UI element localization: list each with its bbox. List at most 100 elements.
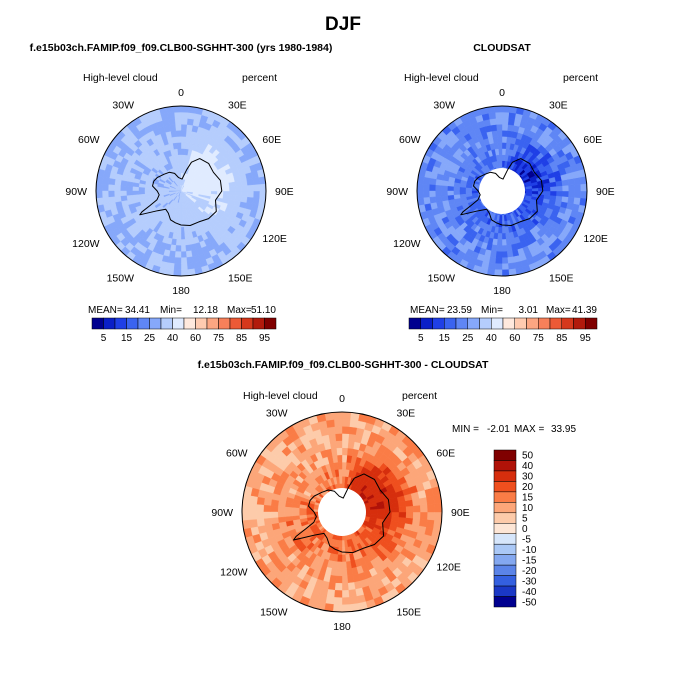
field-cell xyxy=(173,269,182,276)
colorbar-swatch xyxy=(491,317,504,330)
colorbar-swatch xyxy=(444,317,457,330)
colorbar-swatch xyxy=(172,317,185,330)
field-cell xyxy=(341,454,348,463)
colorbar: 5 15 25 40 60 75 85 95 xyxy=(91,317,277,344)
field-cell xyxy=(489,256,497,264)
max-value: 33.95 xyxy=(551,424,576,435)
field-cell xyxy=(435,190,442,198)
field-cell xyxy=(341,440,349,449)
longitude-label: 120E xyxy=(262,233,287,245)
field-cell xyxy=(169,250,176,258)
longitude-label: 0 xyxy=(178,87,184,99)
panel-title: CLOUDSAT xyxy=(473,42,531,54)
field-label: High-level cloud xyxy=(83,72,158,84)
field-cell xyxy=(334,590,343,598)
max-value: 41.39 xyxy=(572,305,597,316)
colorbar-swatch xyxy=(493,543,517,555)
field-cell xyxy=(501,148,506,155)
field-cell xyxy=(501,117,509,125)
longitude-label: 150W xyxy=(428,272,456,284)
colorbar-swatch xyxy=(493,502,517,514)
colorbar-swatch xyxy=(149,317,162,330)
colorbar-swatch xyxy=(91,317,104,330)
longitude-label: 120E xyxy=(583,233,608,245)
coastline xyxy=(460,158,544,226)
field-cell xyxy=(107,190,115,198)
min-label: MIN = xyxy=(452,424,479,435)
field-cell xyxy=(298,508,307,513)
field-cell xyxy=(180,148,185,155)
longitude-labels: 0 30E 60E 90E 120E 150E 180 150W 120W 90W 60W 30W xyxy=(386,87,614,297)
antarctic-coastline xyxy=(139,158,223,226)
longitude-label: 90W xyxy=(65,186,87,198)
field-cell xyxy=(144,187,151,192)
field-cell xyxy=(172,232,178,240)
field-cell xyxy=(422,190,430,199)
field-cell xyxy=(333,597,343,606)
field-cell xyxy=(494,111,503,119)
coastline xyxy=(139,158,223,226)
colorbar-tick-label: -20 xyxy=(522,566,537,577)
max-label: Max= xyxy=(227,305,252,316)
field-cell xyxy=(167,112,175,120)
longitude-label: 120W xyxy=(220,567,248,579)
field-cell xyxy=(420,511,428,520)
field-cell xyxy=(335,440,343,449)
field-cell xyxy=(501,251,509,258)
field-cell xyxy=(184,142,190,150)
colorbar-tick-label: 60 xyxy=(190,333,202,344)
field-cell xyxy=(377,511,386,516)
field-cell xyxy=(506,130,513,138)
field-cell xyxy=(120,190,127,197)
field-cell xyxy=(580,190,587,199)
field-cell xyxy=(284,506,293,513)
colorbar-tick-label: 75 xyxy=(213,333,225,344)
field-cell xyxy=(180,106,189,113)
field-cell xyxy=(573,177,581,185)
colorbar-swatch xyxy=(195,317,208,330)
field-cell xyxy=(180,117,188,125)
longitude-labels: 0 30E 60E 90E 120E 150E 180 150W 120W 90W 60W 30W xyxy=(211,393,469,633)
colorbar-tick-label: 40 xyxy=(167,333,179,344)
colorbar-swatch xyxy=(103,317,116,330)
field-cell xyxy=(335,575,343,584)
field-cell xyxy=(405,505,414,513)
field-cell xyxy=(490,250,497,258)
field-cell xyxy=(398,511,407,518)
colorbar-tick-label: 10 xyxy=(522,503,534,514)
field-cell xyxy=(330,568,338,577)
field-cell xyxy=(434,503,442,513)
field-cell xyxy=(453,182,461,188)
field-cell xyxy=(334,426,343,434)
field-cell xyxy=(341,461,347,470)
field-cell xyxy=(186,124,193,132)
field-cell xyxy=(174,251,182,258)
field-cell xyxy=(229,190,236,196)
longitude-label: 90W xyxy=(211,507,233,519)
field-cell xyxy=(176,233,182,240)
field-cell xyxy=(174,124,182,131)
field-cell xyxy=(544,190,551,196)
field-cell xyxy=(259,190,266,199)
field-cell xyxy=(550,190,557,196)
field-cell xyxy=(247,184,255,192)
field-cell xyxy=(180,154,185,161)
field-cell xyxy=(253,190,261,199)
field-cell xyxy=(253,183,261,192)
missing-data-hole xyxy=(479,168,525,214)
field-cell xyxy=(247,190,255,198)
field-cell xyxy=(270,499,279,507)
colorbar-tick-label: 75 xyxy=(533,333,545,344)
field-cell xyxy=(173,263,182,271)
colorbar-swatch xyxy=(252,317,265,330)
colorbar-swatch xyxy=(493,512,517,524)
longitude-label: 90E xyxy=(275,186,294,198)
field-cell xyxy=(568,184,576,192)
colorbar-tick-label: 85 xyxy=(556,333,568,344)
colorbar: 5 15 25 40 60 75 85 95 xyxy=(408,317,598,344)
field-cell xyxy=(120,185,127,192)
colorbar-swatch xyxy=(493,460,517,472)
field-cell xyxy=(138,187,145,192)
field-cell xyxy=(508,112,516,120)
field-cell xyxy=(277,506,286,513)
